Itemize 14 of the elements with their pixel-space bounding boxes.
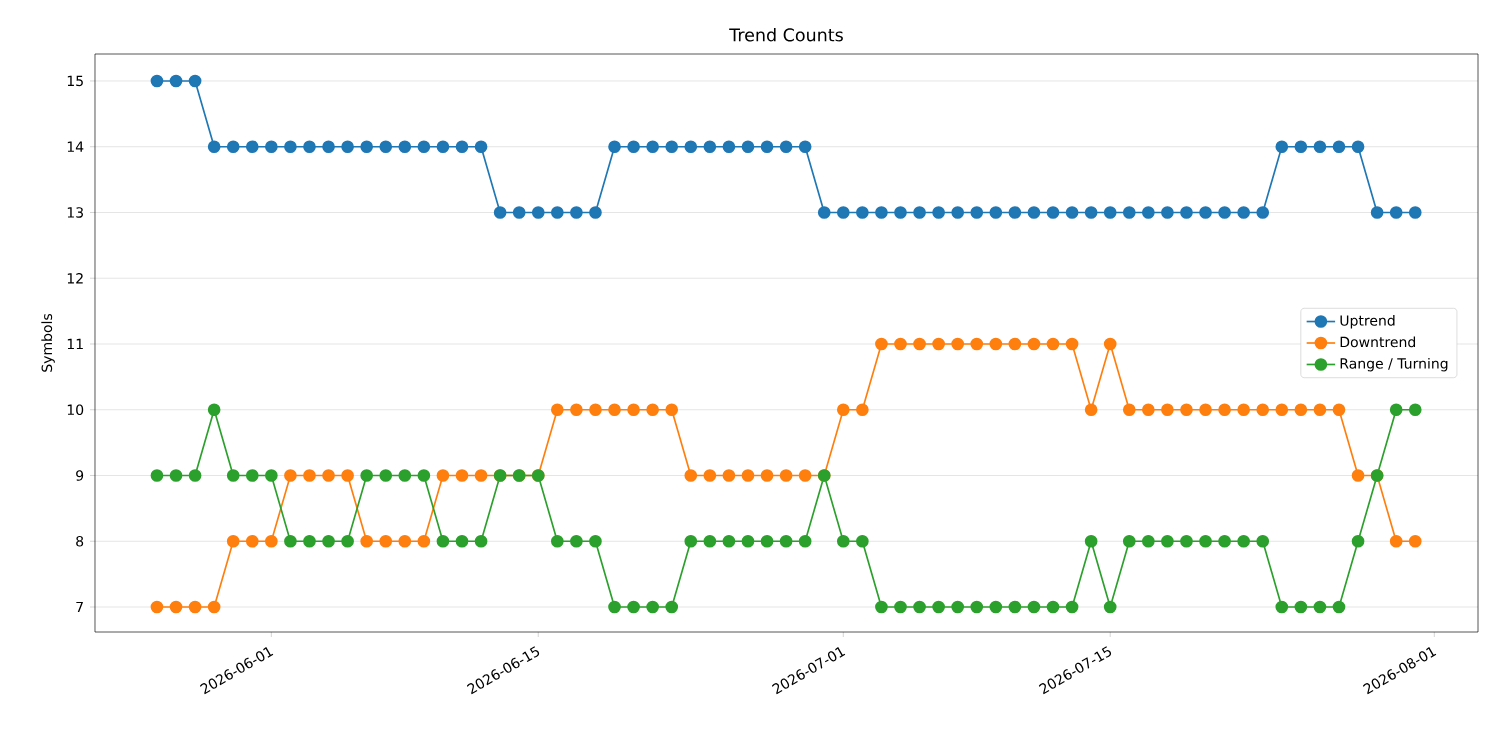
legend-label: Range / Turning [1340, 357, 1448, 372]
y-tick-label: 9 [76, 470, 84, 481]
legend-label: Uptrend [1340, 314, 1395, 329]
y-tick-label: 11 [67, 338, 83, 350]
y-tick-label: 8 [76, 535, 84, 547]
y-tick-label: 14 [67, 141, 84, 152]
y-tick-label: 13 [67, 207, 83, 218]
y-tick-label: 15 [67, 75, 83, 87]
legend-label: Downtrend [1340, 336, 1416, 348]
y-tick-label: 7 [76, 601, 83, 613]
y-axis-title: Symbols [41, 313, 55, 372]
y-tick-label: 12 [67, 273, 83, 284]
chart-title: Trend Counts [729, 27, 843, 42]
y-tick-label: 10 [67, 404, 84, 416]
